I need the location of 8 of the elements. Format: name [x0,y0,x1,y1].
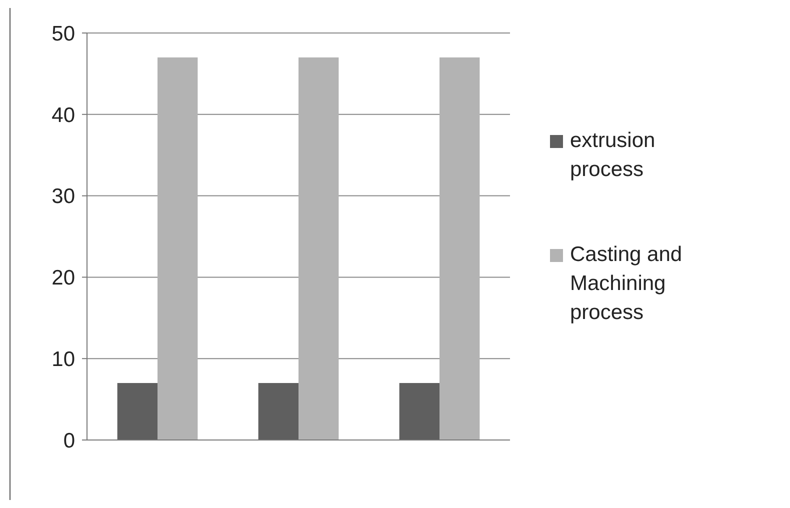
legend-label: extrusion process [570,129,656,181]
y-tick-label: 40 [52,104,75,127]
y-tick-label: 50 [52,22,75,46]
y-tick-label: 10 [52,348,75,371]
y-tick-label: 20 [52,266,75,290]
y-tick-label: 0 [63,429,75,452]
y-tick-label: 30 [52,185,75,208]
legend-label: Casting and Machining process [570,243,682,324]
